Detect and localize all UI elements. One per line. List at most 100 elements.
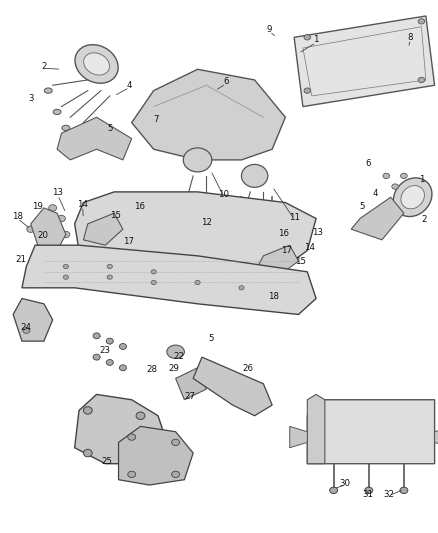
Text: 2: 2 <box>41 62 46 71</box>
Text: 9: 9 <box>266 25 272 34</box>
Text: 16: 16 <box>134 202 145 211</box>
Ellipse shape <box>84 53 109 75</box>
Ellipse shape <box>62 231 70 238</box>
Ellipse shape <box>194 280 200 285</box>
Text: 30: 30 <box>339 479 350 488</box>
Ellipse shape <box>40 215 48 222</box>
Ellipse shape <box>183 148 212 172</box>
Ellipse shape <box>107 264 112 269</box>
Ellipse shape <box>241 164 267 188</box>
Ellipse shape <box>57 215 65 222</box>
Ellipse shape <box>63 275 68 279</box>
Polygon shape <box>254 245 298 277</box>
Ellipse shape <box>329 487 337 494</box>
Text: 5: 5 <box>107 125 112 133</box>
Text: 17: 17 <box>280 246 291 255</box>
Text: 4: 4 <box>127 81 132 90</box>
Ellipse shape <box>23 327 30 334</box>
Text: 4: 4 <box>372 189 377 198</box>
Text: 23: 23 <box>99 346 110 354</box>
Ellipse shape <box>417 77 424 83</box>
Ellipse shape <box>399 487 407 494</box>
Ellipse shape <box>83 449 92 457</box>
Polygon shape <box>293 16 434 107</box>
Ellipse shape <box>166 345 184 358</box>
Ellipse shape <box>136 412 145 419</box>
Ellipse shape <box>83 407 92 414</box>
Polygon shape <box>434 426 438 448</box>
Polygon shape <box>57 117 131 160</box>
Ellipse shape <box>27 226 35 232</box>
Text: 7: 7 <box>153 116 158 124</box>
Ellipse shape <box>127 471 135 478</box>
Polygon shape <box>22 245 315 314</box>
Text: 16: 16 <box>277 229 288 238</box>
Text: 6: 6 <box>364 159 370 168</box>
Ellipse shape <box>106 338 113 344</box>
Text: 14: 14 <box>77 200 88 208</box>
Text: 19: 19 <box>32 202 42 211</box>
Polygon shape <box>131 69 285 160</box>
Text: 21: 21 <box>15 255 27 264</box>
Ellipse shape <box>303 88 310 93</box>
Ellipse shape <box>151 280 156 285</box>
Text: 11: 11 <box>288 213 299 222</box>
Ellipse shape <box>119 344 126 350</box>
Polygon shape <box>307 400 434 464</box>
Text: 13: 13 <box>52 189 64 197</box>
Ellipse shape <box>238 286 244 290</box>
Polygon shape <box>175 368 206 400</box>
Ellipse shape <box>107 275 112 279</box>
Ellipse shape <box>140 455 149 462</box>
Ellipse shape <box>399 173 406 179</box>
Ellipse shape <box>171 471 179 478</box>
Text: 2: 2 <box>420 215 425 223</box>
Text: 27: 27 <box>184 392 195 400</box>
Text: 15: 15 <box>294 257 305 265</box>
Ellipse shape <box>63 264 68 269</box>
Text: 6: 6 <box>223 77 228 86</box>
Polygon shape <box>31 208 66 251</box>
Text: 29: 29 <box>168 365 178 373</box>
Text: 15: 15 <box>109 212 120 220</box>
Text: 28: 28 <box>145 365 157 374</box>
Polygon shape <box>307 394 324 464</box>
Text: 3: 3 <box>28 94 33 103</box>
Polygon shape <box>350 197 403 240</box>
Text: 12: 12 <box>200 219 212 227</box>
Ellipse shape <box>93 354 100 360</box>
Polygon shape <box>118 426 193 485</box>
Ellipse shape <box>151 270 156 274</box>
Ellipse shape <box>53 109 61 115</box>
Ellipse shape <box>391 184 398 189</box>
Ellipse shape <box>303 35 310 40</box>
Text: 1: 1 <box>313 36 318 44</box>
Ellipse shape <box>62 125 70 131</box>
Polygon shape <box>13 298 53 341</box>
Text: 5: 5 <box>208 334 213 343</box>
Polygon shape <box>74 192 315 272</box>
Text: 24: 24 <box>21 324 32 332</box>
Text: 25: 25 <box>101 457 112 465</box>
Text: 10: 10 <box>218 190 229 199</box>
Ellipse shape <box>417 19 424 24</box>
Ellipse shape <box>392 178 431 216</box>
Text: 32: 32 <box>382 490 394 498</box>
Text: 18: 18 <box>267 292 279 301</box>
Text: 1: 1 <box>418 175 423 184</box>
Ellipse shape <box>382 173 389 179</box>
Polygon shape <box>83 213 123 245</box>
Text: 13: 13 <box>311 229 323 237</box>
Polygon shape <box>193 357 272 416</box>
Text: 22: 22 <box>173 352 184 360</box>
Text: 31: 31 <box>361 490 373 498</box>
Text: 20: 20 <box>37 231 48 240</box>
Text: 26: 26 <box>242 365 253 373</box>
Text: 14: 14 <box>304 244 315 252</box>
Ellipse shape <box>119 365 126 371</box>
Ellipse shape <box>364 487 372 494</box>
Ellipse shape <box>75 45 118 83</box>
Polygon shape <box>74 394 166 464</box>
Ellipse shape <box>44 88 52 93</box>
Ellipse shape <box>400 185 424 209</box>
